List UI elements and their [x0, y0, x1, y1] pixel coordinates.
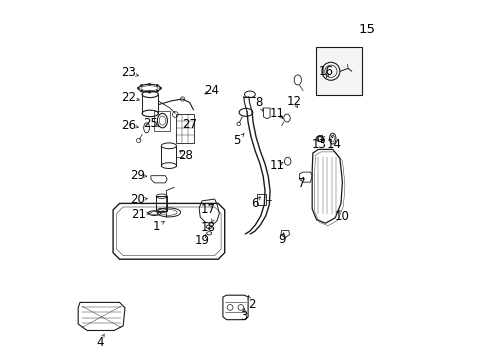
Text: 27: 27 [182, 118, 197, 131]
Text: 28: 28 [178, 149, 193, 162]
Text: 2: 2 [247, 298, 255, 311]
Text: 5: 5 [233, 134, 241, 147]
Text: 7: 7 [297, 177, 305, 190]
Text: 10: 10 [334, 210, 348, 222]
Bar [156, 196, 167, 211]
Text: 21: 21 [130, 208, 145, 221]
Text: 12: 12 [286, 95, 301, 108]
Text: 8: 8 [255, 96, 262, 109]
Text: 18: 18 [201, 221, 216, 234]
Text: 3: 3 [239, 310, 246, 323]
Circle shape [156, 90, 158, 92]
Text: 24: 24 [204, 84, 219, 96]
Text: 13: 13 [310, 138, 325, 150]
Circle shape [137, 87, 139, 89]
Text: 22: 22 [121, 91, 136, 104]
Text: 16: 16 [318, 65, 333, 78]
Circle shape [140, 90, 142, 92]
Text: 6: 6 [251, 197, 259, 210]
Text: 17: 17 [201, 203, 216, 216]
Text: 29: 29 [129, 169, 144, 182]
Text: 20: 20 [129, 193, 144, 206]
Text: 4: 4 [96, 336, 103, 348]
Text: 26: 26 [121, 119, 136, 132]
Text: 15: 15 [358, 23, 375, 36]
Circle shape [148, 91, 150, 93]
Circle shape [159, 87, 162, 89]
Bar [154, 111, 170, 131]
Text: 14: 14 [325, 138, 341, 150]
Text: 11: 11 [269, 107, 284, 120]
Text: 19: 19 [194, 234, 209, 247]
Text: 25: 25 [143, 117, 158, 130]
Text: 23: 23 [121, 66, 136, 79]
Bar [315, 47, 361, 95]
Text: 9: 9 [277, 233, 285, 246]
Text: 11: 11 [269, 159, 285, 172]
Bar [257, 194, 265, 205]
Text: 1: 1 [152, 220, 160, 233]
Circle shape [148, 83, 150, 85]
Circle shape [156, 84, 158, 86]
Bar [176, 114, 194, 143]
Circle shape [140, 84, 142, 86]
